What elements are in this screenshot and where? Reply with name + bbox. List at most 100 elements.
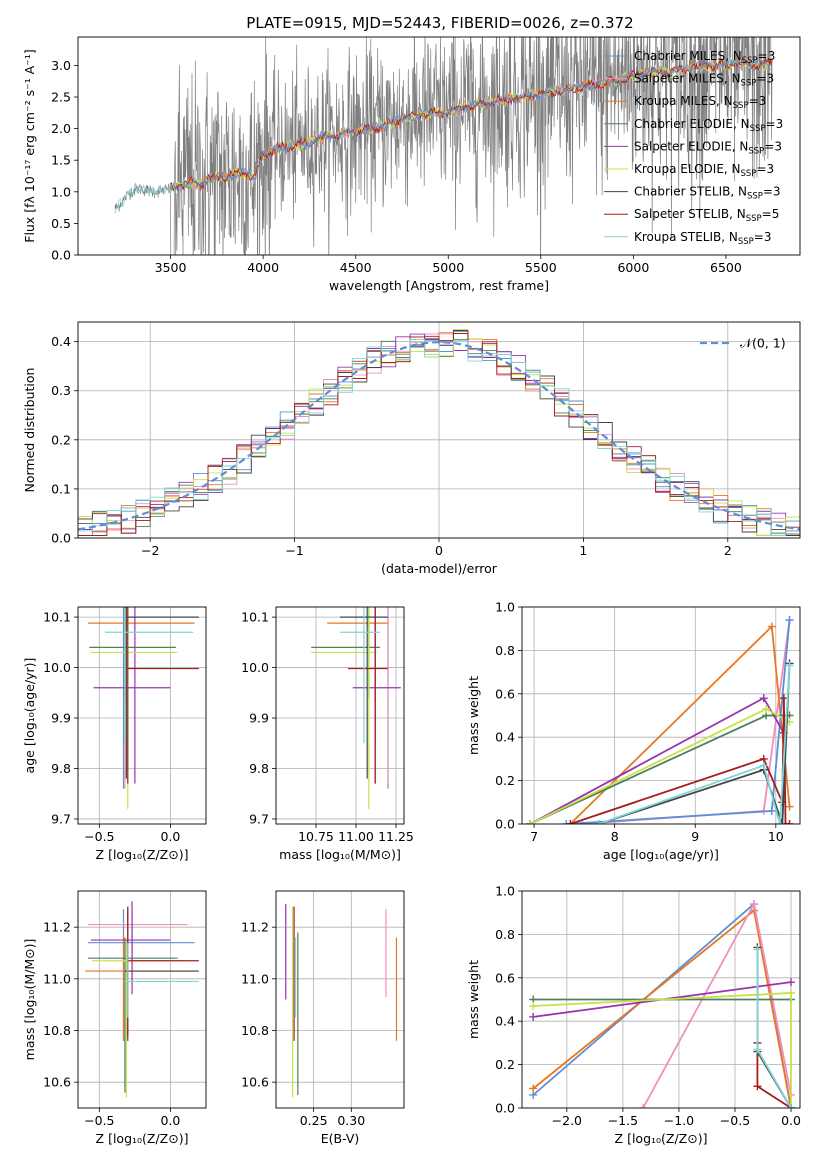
mass-weight-marker [529, 1012, 538, 1021]
y-tick-label: 2.5 [51, 90, 71, 105]
y-tick-label: 2.0 [51, 121, 71, 136]
mass-weight-marker [787, 988, 796, 997]
y-tick-label: 9.9 [51, 711, 71, 726]
y-tick-label: 0.8 [495, 643, 515, 658]
model-spectrum-line [170, 56, 773, 192]
y-tick-label: 10.0 [43, 660, 71, 675]
legend-label: Chabrier MILES, NSSP=3 [634, 49, 775, 66]
x-tick-label: 4000 [247, 260, 279, 275]
histogram-step [78, 339, 800, 536]
model-spectrum-line [170, 56, 773, 193]
x-axis-label: Z [log₁₀(Z/Z⊙)] [615, 1131, 708, 1146]
y-tick-label: 1.5 [51, 153, 71, 168]
y-tick-label: 0.0 [495, 817, 515, 832]
y-axis-label: mass weight [466, 960, 481, 1039]
y-tick-label: 0.4 [495, 1014, 515, 1029]
x-tick-label: 1 [579, 543, 587, 558]
mass-weight-marker [750, 900, 759, 909]
mass-weight-marker [787, 978, 796, 987]
x-tick-label: 11.00 [338, 829, 374, 844]
y-tick-label: 9.8 [249, 761, 269, 776]
legend-label: Salpeter MILES, NSSP=3 [634, 72, 774, 89]
x-tick-label: −1.0 [664, 1113, 694, 1128]
x-axis-label: Z [log₁₀(Z/Z⊙)] [96, 847, 189, 862]
legend-label: 𝒩(0, 1) [740, 336, 786, 351]
mass-weight-marker [529, 1002, 538, 1011]
spectrum-legend: Chabrier MILES, NSSP=3 Salpeter MILES, NS… [604, 49, 783, 247]
y-tick-label: 0.0 [51, 531, 71, 546]
mass-weight-marker [785, 616, 794, 625]
mass_vs_Z-plot-area [78, 891, 206, 1108]
y-tick-label: 0.0 [51, 248, 71, 263]
age_vs_Z-panel: −0.5 0.0 9.7 9.8 9.9 10.0 10.1 Z [log₁₀(Z/Z⊙)] a… [22, 606, 207, 862]
y-tick-label: 11.0 [43, 971, 71, 986]
mass_weight_vs_age-panel: 7 8 9 10 0.0 0.2 0.4 0.6 0.8 1.0 age [log₁₀(age/yr… [466, 600, 801, 862]
y-tick-label: 0.0 [495, 1101, 515, 1116]
legend-label: Salpeter STELIB, NSSP=5 [634, 207, 779, 224]
x-tick-label: 10 [768, 829, 784, 844]
mass-weight-marker [529, 1084, 538, 1093]
axes-frame [77, 606, 207, 825]
spectrum-plot-area [114, 37, 773, 255]
y-tick-label: 11.0 [241, 971, 269, 986]
axes-frame [77, 36, 801, 256]
y-tick-label: 0.6 [495, 970, 515, 985]
y-tick-label: 9.7 [51, 811, 71, 826]
y-tick-label: 0.6 [495, 686, 515, 701]
y-tick-label: 3.0 [51, 58, 71, 73]
mass-weight-line [570, 698, 790, 824]
x-tick-label: 7 [530, 829, 538, 844]
figure-title: PLATE=0915, MJD=52443, FIBERID=0026, z=0… [246, 14, 633, 32]
mass-weight-marker [778, 820, 787, 824]
y-tick-label: 0.1 [51, 481, 71, 496]
mass-weight-marker [785, 661, 794, 670]
mass-weight-marker [562, 820, 571, 824]
x-tick-label: 8 [611, 829, 619, 844]
x-tick-label: 3500 [155, 260, 187, 275]
x-axis-label: mass [log₁₀(M/M⊙)] [279, 847, 401, 862]
x-tick-label: −0.5 [720, 1113, 750, 1128]
y-tick-label: 1.0 [51, 184, 71, 199]
x-tick-label: 9 [691, 829, 699, 844]
mass-weight-marker [767, 806, 776, 815]
mass-weight-marker [759, 761, 768, 770]
legend-label: Chabrier ELODIE, NSSP=3 [634, 117, 783, 134]
y-tick-label: 0.2 [51, 432, 71, 447]
x-axis-label: age [log₁₀(age/yr)] [603, 847, 719, 862]
x-tick-label: −1.5 [608, 1113, 638, 1128]
data-spectrum-line [114, 37, 773, 255]
histogram-step [78, 333, 800, 536]
axes-frame [275, 890, 405, 1109]
mass_vs_Z-panel: −0.5 0.0 10.6 10.8 11.0 11.2 Z [log₁₀(Z/Z⊙)] ma… [22, 890, 207, 1146]
mass-weight-marker [781, 820, 790, 824]
y-tick-label: 1.0 [495, 600, 515, 615]
residuals-plot-area [78, 322, 800, 538]
mass-weight-marker [594, 820, 603, 824]
y-tick-label: 9.8 [51, 761, 71, 776]
y-axis-label: age [log₁₀(age/yr)] [22, 658, 37, 774]
residuals-panel: −2 −1 0 1 2 0.0 0.1 0.2 0.3 0.4 (data-model)/error… [22, 321, 801, 576]
mass-weight-marker [785, 802, 794, 811]
mass-weight-marker [767, 622, 776, 631]
y-tick-label: 10.0 [241, 660, 269, 675]
legend-label: Kroupa MILES, NSSP=3 [634, 94, 766, 111]
mass-weight-line [533, 992, 792, 1108]
x-tick-label: −2.0 [552, 1113, 582, 1128]
y-tick-label: 0.2 [495, 773, 515, 788]
y-tick-label: 0.4 [51, 334, 71, 349]
mass-weight-marker [775, 820, 784, 824]
y-tick-label: 10.6 [241, 1075, 269, 1090]
age_vs_mass-panel: 10.75 11.00 11.25 9.7 9.8 9.9 10.0 10.1 mass [lo… [241, 606, 414, 862]
x-axis-label: Z [log₁₀(Z/Z⊙)] [96, 1131, 189, 1146]
mass-weight-line [532, 908, 792, 1108]
mass-weight-marker [526, 820, 535, 824]
y-axis-label: Flux [fλ 10⁻¹⁷ erg cm⁻² s⁻¹ A⁻¹] [22, 49, 37, 242]
mass-weight-marker [566, 820, 575, 824]
y-tick-label: 10.8 [43, 1023, 71, 1038]
x-axis-label: E(B-V) [321, 1131, 360, 1146]
x-tick-label: 0.0 [160, 829, 180, 844]
x-tick-label: −0.5 [84, 1113, 114, 1128]
x-tick-label: 0.25 [300, 1113, 328, 1128]
y-tick-label: 10.6 [43, 1075, 71, 1090]
